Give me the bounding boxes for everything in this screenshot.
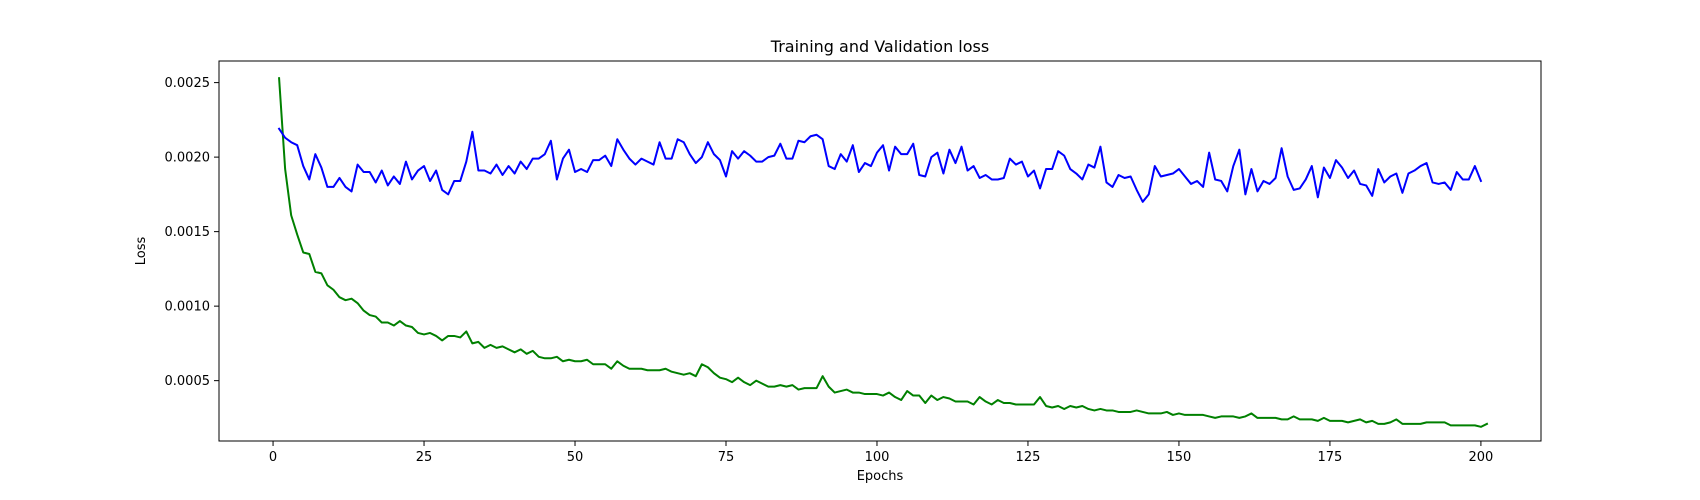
x-tick-label: 75 [718, 450, 735, 465]
x-tick-label: 200 [1468, 450, 1493, 465]
y-tick-label: 0.0025 [165, 76, 211, 91]
x-tick-label: 150 [1167, 450, 1192, 465]
x-tick-label: 125 [1016, 450, 1041, 465]
y-tick-label: 0.0020 [165, 151, 211, 166]
y-axis: 0.0005 0.0010 0.0015 0.0020 0.0025 [165, 76, 219, 389]
series-line-green [278, 77, 1489, 428]
y-tick-label: 0.0010 [165, 300, 211, 315]
plot-frame [218, 60, 1542, 442]
series-line-blue [277, 127, 1483, 203]
x-tick-label: 0 [269, 450, 277, 465]
x-axis-label: Epochs [857, 469, 904, 484]
y-tick-label: 0.0005 [165, 374, 211, 389]
x-tick-label: 175 [1318, 450, 1343, 465]
y-axis-label: Loss [134, 237, 149, 266]
x-axis: 0 25 50 75 100 125 150 175 200 [269, 441, 1493, 465]
x-tick-label: 25 [416, 450, 433, 465]
x-tick-label: 100 [865, 450, 890, 465]
series-layer [277, 77, 1489, 428]
x-tick-label: 50 [567, 450, 584, 465]
chart-title: Training and Validation loss [770, 37, 989, 56]
y-tick-label: 0.0015 [165, 225, 211, 240]
